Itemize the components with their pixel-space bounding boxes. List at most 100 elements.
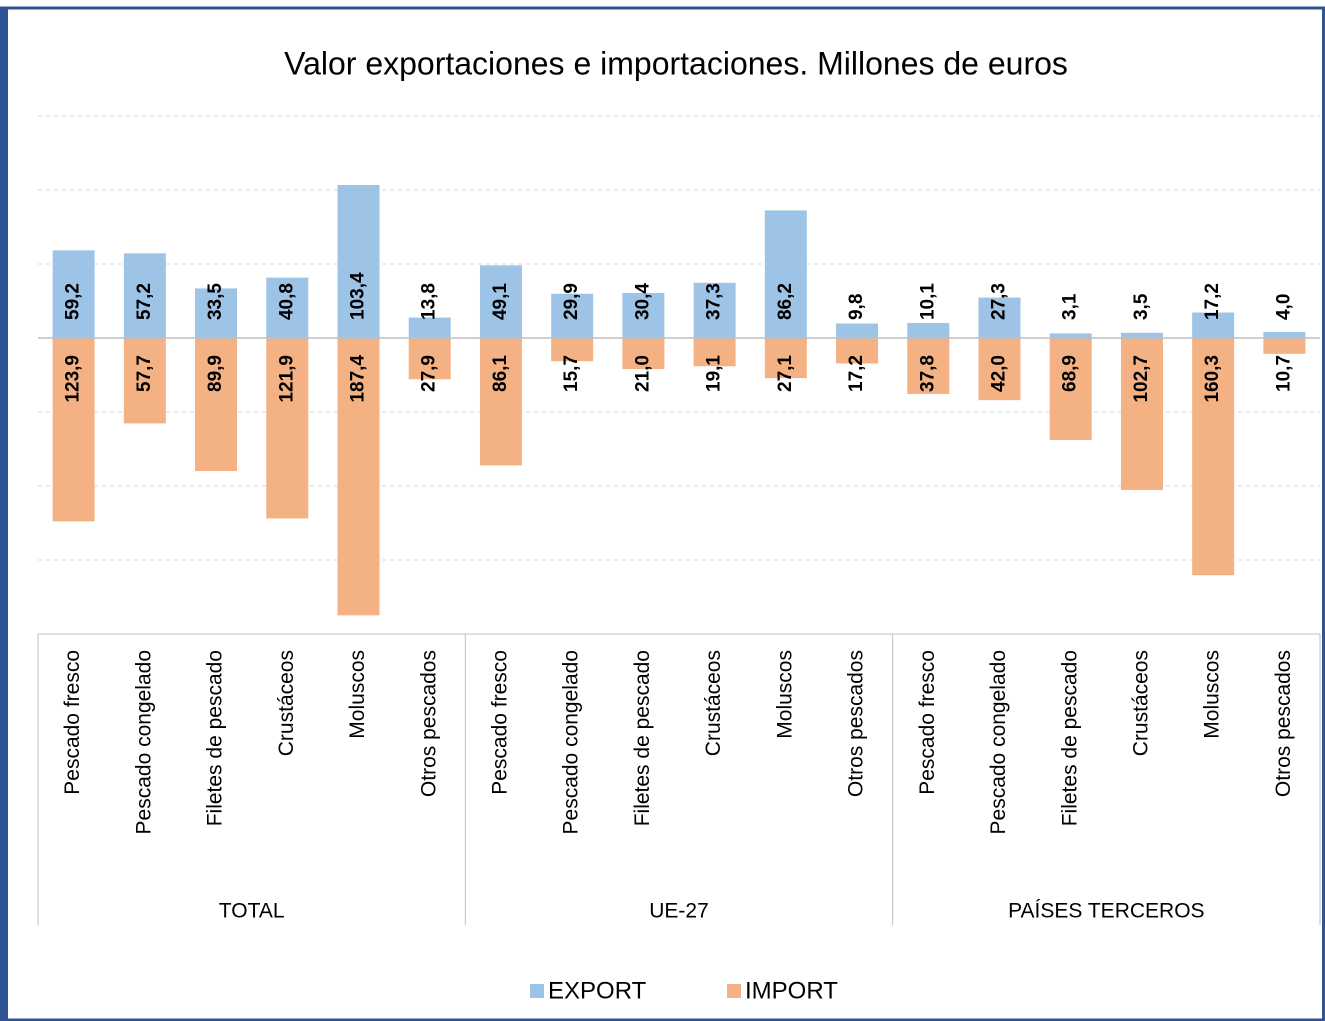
- value-label: 160,3: [1202, 355, 1223, 403]
- bar: [836, 323, 879, 338]
- value-label: 68,9: [1060, 355, 1081, 392]
- bar: [978, 297, 1021, 338]
- bar: [1192, 312, 1235, 338]
- value-label: 57,2: [134, 283, 155, 320]
- bar: [266, 277, 309, 338]
- value-label: 21,0: [632, 355, 653, 392]
- value-label: 29,9: [561, 283, 582, 320]
- value-label: 59,2: [63, 283, 84, 320]
- x-tick-label: Filetes de pescado: [204, 650, 227, 826]
- frame: [0, 6, 1325, 1021]
- value-label: 187,4: [348, 355, 369, 403]
- bar: [266, 338, 309, 519]
- x-tick-label: Crustáceos: [702, 650, 725, 756]
- legend-swatch: [530, 984, 544, 998]
- value-label: 4,0: [1273, 294, 1294, 320]
- value-label: 86,2: [775, 283, 796, 320]
- x-tick-label: Filetes de pescado: [631, 650, 654, 826]
- value-label: 30,4: [632, 283, 653, 320]
- value-label: 9,8: [846, 294, 867, 320]
- bar: [551, 338, 594, 362]
- bar: [479, 338, 522, 466]
- bar: [764, 338, 807, 379]
- bar: [123, 338, 166, 424]
- bar: [551, 293, 594, 338]
- value-label: 17,2: [1202, 283, 1223, 320]
- bar: [408, 317, 451, 338]
- bar: [1192, 338, 1235, 576]
- bar: [693, 282, 736, 338]
- x-tick-label: Moluscos: [346, 650, 369, 739]
- value-label: 3,5: [1131, 293, 1152, 320]
- bar: [1120, 338, 1163, 490]
- value-label: 121,9: [276, 355, 297, 403]
- bar: [337, 184, 380, 338]
- value-label: 19,1: [704, 355, 725, 392]
- bar: [907, 338, 950, 394]
- value-label: 10,7: [1273, 355, 1294, 392]
- value-label: 89,9: [205, 355, 226, 392]
- value-label: 42,0: [989, 355, 1010, 392]
- value-label: 27,3: [989, 283, 1010, 320]
- value-label: 37,3: [704, 283, 725, 320]
- x-tick-label: Crustáceos: [1129, 650, 1152, 756]
- bar: [1263, 338, 1306, 354]
- bar: [1120, 332, 1163, 338]
- bar: [1049, 333, 1092, 338]
- x-tick-label: Moluscos: [1201, 650, 1224, 739]
- bar: [52, 250, 95, 338]
- x-tick-label: Otros pescados: [845, 650, 868, 797]
- x-tick-label: Pescado congelado: [132, 650, 155, 834]
- value-label: 27,1: [775, 355, 796, 392]
- x-tick-label: Pescado congelado: [987, 650, 1010, 834]
- bar: [337, 338, 380, 616]
- bar: [52, 338, 95, 522]
- bar: [836, 338, 879, 364]
- group-label: PAÍSES TERCEROS: [1008, 900, 1204, 923]
- bar: [195, 338, 238, 472]
- x-tick-label: Moluscos: [773, 650, 796, 739]
- value-label: 40,8: [276, 283, 297, 320]
- value-label: 86,1: [490, 355, 511, 392]
- value-label: 27,9: [419, 355, 440, 392]
- x-tick-label: Otros pescados: [1272, 650, 1295, 797]
- bar: [1049, 338, 1092, 440]
- value-label: 33,5: [205, 283, 226, 320]
- bar: [693, 338, 736, 367]
- frame-edge: [0, 8, 8, 1021]
- value-label: 3,1: [1060, 293, 1081, 320]
- group-label: UE-27: [649, 900, 709, 923]
- x-tick-label: Pescado congelado: [560, 650, 583, 834]
- x-tick-label: Pescado fresco: [916, 650, 939, 795]
- bar: [622, 338, 665, 370]
- value-label: 103,4: [348, 272, 369, 320]
- bar: [907, 323, 950, 338]
- bar: [764, 210, 807, 338]
- value-label: 49,1: [490, 283, 511, 320]
- value-label: 15,7: [561, 355, 582, 392]
- bar: [123, 253, 166, 338]
- value-label: 57,7: [134, 355, 155, 392]
- x-tick-label: Pescado fresco: [61, 650, 84, 795]
- bar: [408, 338, 451, 380]
- bar: [1263, 332, 1306, 338]
- value-label: 10,1: [917, 283, 938, 320]
- value-label: 37,8: [917, 355, 938, 392]
- bar: [978, 338, 1021, 401]
- x-tick-label: Pescado fresco: [488, 650, 511, 795]
- legend-label: IMPORT: [745, 977, 838, 1004]
- value-label: 102,7: [1131, 355, 1152, 403]
- chart-title: Valor exportaciones e importaciones. Mil…: [284, 45, 1068, 81]
- legend-label: EXPORT: [548, 977, 647, 1004]
- value-label: 13,8: [419, 283, 440, 320]
- x-tick-label: Filetes de pescado: [1058, 650, 1081, 826]
- group-label: TOTAL: [219, 900, 285, 923]
- legend-swatch: [727, 984, 741, 998]
- value-label: 17,2: [846, 355, 867, 392]
- x-tick-label: Crustáceos: [275, 650, 298, 756]
- bar: [195, 288, 238, 338]
- x-tick-label: Otros pescados: [417, 650, 440, 797]
- bar: [622, 293, 665, 338]
- value-label: 123,9: [63, 355, 84, 403]
